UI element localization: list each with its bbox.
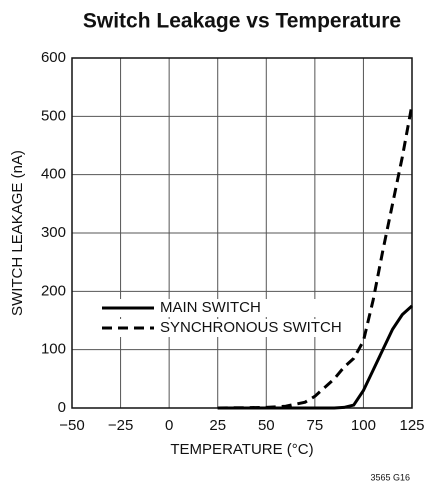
x-tick-label: 75 xyxy=(307,417,324,434)
x-tick-label: 25 xyxy=(209,417,226,434)
y-tick-label: 300 xyxy=(41,224,66,241)
x-tick-label: 125 xyxy=(399,417,424,434)
chart-title: Switch Leakage vs Temperature xyxy=(83,10,401,33)
legend-bg xyxy=(98,319,330,337)
legend-label: MAIN SWITCH xyxy=(160,299,261,316)
y-tick-label: 500 xyxy=(41,107,66,124)
x-axis-label: TEMPERATURE (°C) xyxy=(170,441,313,458)
annotation: 3565 G16 xyxy=(370,472,410,482)
y-tick-label: 0 xyxy=(58,399,66,416)
y-tick-label: 600 xyxy=(41,49,66,66)
y-axis-label: SWITCH LEAKAGE (nA) xyxy=(9,150,26,316)
y-tick-label: 400 xyxy=(41,166,66,183)
x-tick-label: 100 xyxy=(351,417,376,434)
data-line xyxy=(217,304,414,410)
legend-bg xyxy=(98,299,330,317)
x-tick-label: −50 xyxy=(59,417,84,434)
x-tick-label: 0 xyxy=(165,417,173,434)
legend-label: SYNCHRONOUS SWITCH xyxy=(160,319,342,336)
x-tick-label: 50 xyxy=(258,417,275,434)
x-tick-label: −25 xyxy=(108,417,133,434)
y-tick-label: 100 xyxy=(41,341,66,358)
y-tick-label: 200 xyxy=(41,282,66,299)
data-line xyxy=(217,104,414,410)
